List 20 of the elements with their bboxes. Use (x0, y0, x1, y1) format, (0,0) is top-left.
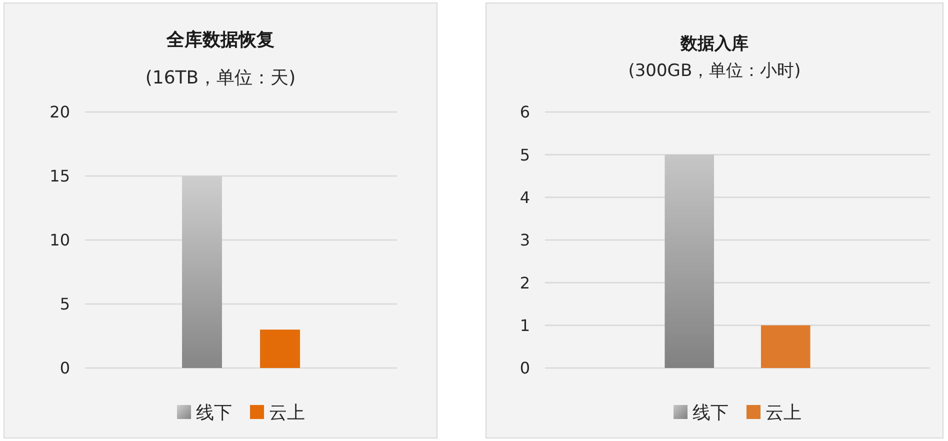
y-tick-label: 5 (520, 145, 530, 164)
legend-label: 线下 (692, 402, 728, 424)
y-tick-label: 15 (50, 166, 70, 186)
y-tick-label: 5 (60, 294, 70, 314)
y-tick-label: 1 (520, 316, 530, 335)
y-tick-label: 10 (50, 230, 70, 250)
legend-label: 云上 (269, 402, 305, 424)
chart-subtitle: (16TB，单位：天) (145, 67, 296, 88)
chart-title: 数据入库 (680, 34, 748, 54)
y-tick-label: 0 (520, 358, 530, 378)
y-tick-label: 3 (520, 230, 530, 250)
chart-title: 全库数据恢复 (166, 29, 274, 50)
y-tick-label: 6 (520, 102, 530, 122)
y-tick-label: 20 (50, 102, 70, 122)
legend-label: 线下 (196, 402, 232, 424)
chart-subtitle: (300GB，单位：小时) (628, 60, 801, 81)
y-tick-label: 4 (520, 188, 530, 207)
y-tick-label: 2 (520, 273, 530, 292)
y-tick-label: 0 (60, 358, 70, 378)
legend-label: 云上 (766, 402, 802, 424)
